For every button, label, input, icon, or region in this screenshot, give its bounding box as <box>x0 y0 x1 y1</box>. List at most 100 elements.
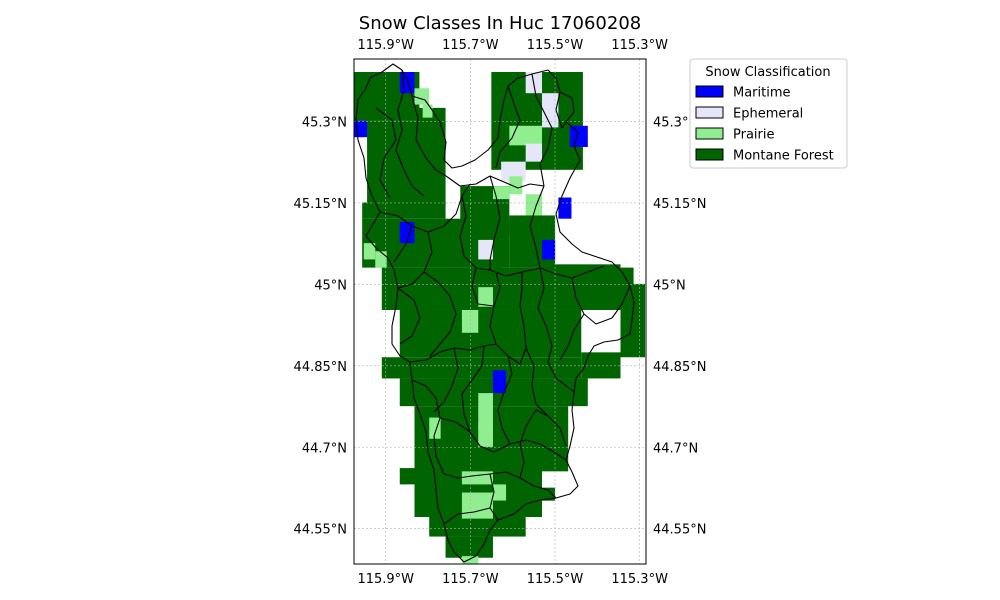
y-axis-left: 45.3°N 45.15°N 45°N 44.85°N 44.7°N 44.55°N <box>294 115 347 537</box>
subbasin-line <box>559 313 585 361</box>
subbasin-line <box>495 85 521 169</box>
snow-class-cell <box>492 370 507 394</box>
y-axis-right: 45.3°N 45.15°N 45°N 44.85°N 44.7°N 44.55°N <box>653 115 706 537</box>
snow-class-cell <box>509 176 523 195</box>
subbasin-line <box>393 225 413 263</box>
subbasin-line <box>459 195 491 271</box>
snow-class-cell <box>399 221 415 244</box>
legend-title: Snow Classification <box>705 65 830 80</box>
y-tick-label: 45.3°N <box>302 115 347 130</box>
y-tick-label: 44.85°N <box>294 360 347 375</box>
snow-class-cell <box>509 125 543 146</box>
snow-class-cell <box>461 492 493 519</box>
snow-class-cell <box>445 536 493 558</box>
snow-class-cell <box>525 487 556 501</box>
snow-class-cell <box>375 251 387 268</box>
snow-class-cell <box>381 357 582 379</box>
snow-class-cell <box>468 267 502 275</box>
legend-label: Prairie <box>733 128 775 143</box>
snow-class-cell <box>354 120 371 138</box>
snow-class-cell <box>478 393 493 431</box>
snow-class-cell <box>478 422 493 447</box>
map-title: Snow Classes In Huc 17060208 <box>359 13 641 34</box>
legend-frame <box>689 58 848 169</box>
x-tick-label: 115.3°W <box>611 572 668 587</box>
y-tick-label: 45°N <box>653 278 686 293</box>
subbasin-line <box>571 277 631 325</box>
x-axis-bottom: 115.9°W 115.7°W 115.5°W 115.3°W <box>357 572 668 587</box>
snow-class-cell <box>558 197 572 219</box>
huc-outer-boundary <box>355 63 635 563</box>
subbasin-line <box>443 471 557 499</box>
y-tick-label: 44.85°N <box>653 360 706 375</box>
subbasin-line <box>555 91 567 129</box>
x-tick-label: 115.9°W <box>357 38 414 53</box>
legend-swatch <box>695 127 724 140</box>
x-tick-label: 115.5°W <box>527 572 584 587</box>
subbasin-line <box>375 107 397 199</box>
snow-class-cell <box>525 143 543 162</box>
snow-class-cell <box>399 309 582 358</box>
snow-class-cell <box>367 120 446 208</box>
legend-swatch <box>695 148 724 161</box>
snow-class-cell <box>478 287 493 307</box>
x-tick-label: 115.7°W <box>442 572 499 587</box>
snow-class-cell <box>422 104 433 118</box>
y-tick-label: 44.7°N <box>653 441 698 456</box>
subbasin-line <box>489 272 527 365</box>
legend: Snow Classification Maritime Ephemeral Pra… <box>689 58 848 169</box>
subbasin-line <box>497 355 513 445</box>
subbasin-line <box>395 69 425 197</box>
y-tick-label: 44.7°N <box>302 441 347 456</box>
snow-class-cell <box>478 239 493 260</box>
snow-class-cell <box>542 264 621 278</box>
legend-label: Montane Forest <box>733 149 834 164</box>
legend-swatch <box>695 106 724 119</box>
subbasin-line <box>537 267 575 393</box>
y-tick-label: 44.55°N <box>653 523 706 538</box>
snow-class-cell <box>581 352 621 379</box>
subbasin-line <box>531 73 553 187</box>
subbasin-line <box>433 347 459 413</box>
y-tick-label: 44.55°N <box>294 523 347 538</box>
subbasin-line <box>461 345 485 433</box>
x-tick-label: 115.3°W <box>611 38 668 53</box>
subbasin-line <box>443 507 491 525</box>
snow-class-cell <box>525 194 543 216</box>
snow-class-cell <box>569 125 588 147</box>
legend-label: Ephemeral <box>733 107 803 122</box>
snow-class-cell <box>461 471 493 485</box>
snow-class-cell <box>399 468 415 485</box>
snow-class-cell <box>492 484 507 501</box>
x-axis-top: 115.9°W 115.7°W 115.5°W 115.3°W <box>357 38 668 53</box>
snow-class-cell <box>461 309 479 333</box>
x-tick-label: 115.7°W <box>442 38 499 53</box>
snow-class-cell <box>429 417 441 439</box>
snow-class-cell <box>363 243 376 260</box>
subbasin-line <box>469 431 567 461</box>
subbasin-line <box>529 185 545 269</box>
y-tick-label: 45.15°N <box>294 197 347 212</box>
snow-class-cell <box>492 186 510 200</box>
subbasin-line <box>471 267 501 307</box>
subbasin-line <box>519 409 549 479</box>
subbasin-line <box>489 473 499 521</box>
subbasin-line <box>411 95 447 177</box>
subbasin-line <box>423 271 457 357</box>
snow-class-cell <box>542 93 559 128</box>
y-tick-label: 45.15°N <box>653 197 706 212</box>
subbasin-line <box>525 347 567 447</box>
plot-frame <box>353 58 647 565</box>
y-tick-label: 45.3°N <box>653 115 698 130</box>
subbasin-line <box>445 175 545 189</box>
legend-label: Maritime <box>733 86 791 101</box>
subbasin-line <box>439 417 471 433</box>
snow-class-cell <box>542 239 556 260</box>
snow-class-cell <box>501 161 526 182</box>
x-tick-label: 115.9°W <box>357 572 414 587</box>
snow-class-cell <box>362 202 446 219</box>
subbasin-boundaries <box>355 63 635 563</box>
subbasin-line <box>489 175 501 270</box>
subbasin-line <box>489 265 605 279</box>
